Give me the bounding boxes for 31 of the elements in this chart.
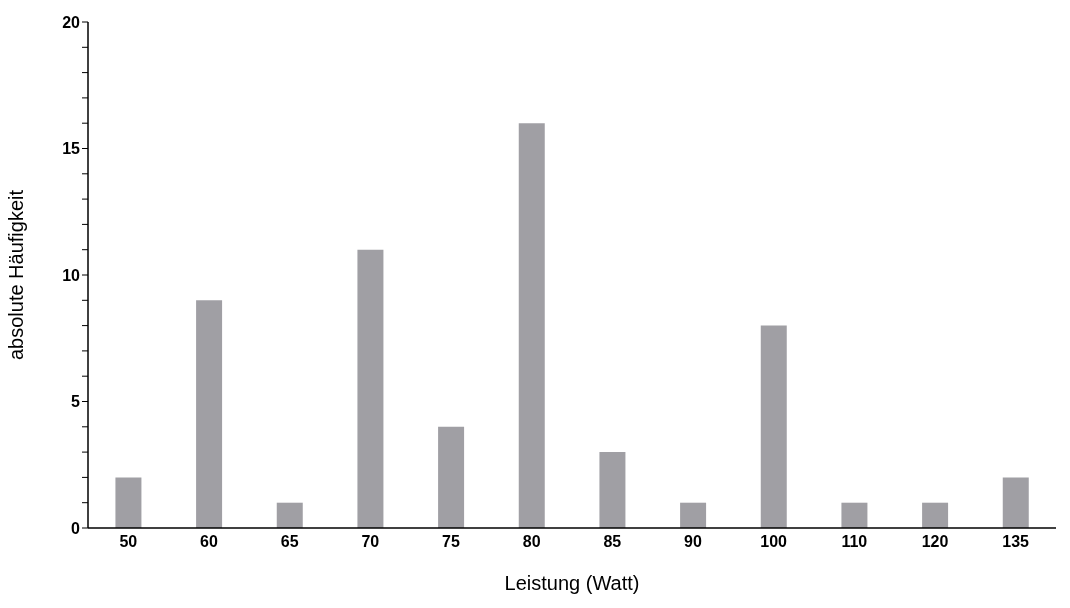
bar [922,502,949,528]
bar [518,123,545,528]
x-tick-label: 120 [921,533,949,551]
bar [599,452,626,528]
x-tick-label: 110 [841,533,868,551]
y-tick-label: 10 [62,266,81,284]
x-tick-label: 65 [280,533,299,551]
x-tick-label: 90 [684,533,702,551]
y-tick-label: 15 [62,140,81,158]
x-tick-label: 60 [200,533,218,551]
bar [357,249,384,528]
x-tick-label: 70 [361,533,380,551]
bar [438,426,465,528]
bar [680,502,707,528]
bar [276,502,303,528]
bar [1002,477,1029,528]
x-tick-label: 50 [119,533,138,551]
y-axis-title: absolute Häufigkeit [5,189,28,361]
x-tick-label: 135 [1002,533,1030,551]
y-tick-label: 5 [71,393,81,411]
x-tick-label: 85 [603,533,622,551]
y-tick-label: 0 [71,519,81,537]
bar [115,477,142,528]
x-axis-title: Leistung (Watt) [504,572,640,594]
bar [196,300,223,528]
x-tick-label: 75 [442,533,460,551]
y-tick-label: 20 [62,13,81,31]
x-tick-label: 100 [760,533,788,551]
x-tick-label: 80 [522,533,541,551]
bar [760,325,787,528]
bar [841,502,868,528]
